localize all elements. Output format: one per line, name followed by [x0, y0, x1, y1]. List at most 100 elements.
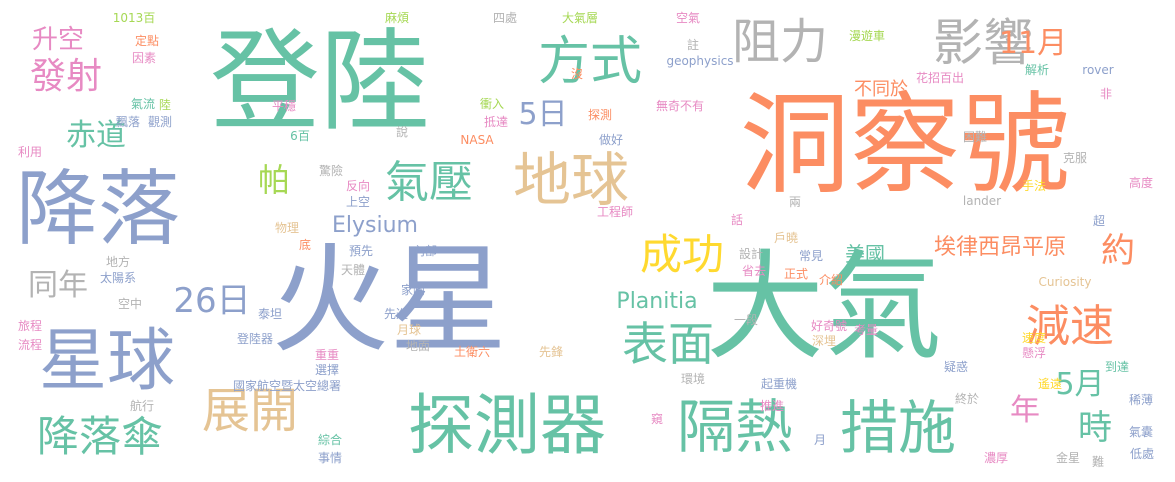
word-resistance: 阻力: [731, 14, 829, 70]
word-rover: rover: [1082, 63, 1114, 77]
word-pioneer: 先鋒: [538, 345, 564, 359]
word-liftoff: 升空: [31, 25, 85, 55]
word-trouble: 麻煩: [384, 11, 410, 25]
word-decelerate: 減速: [1026, 301, 1114, 352]
word-buried: 深埋: [811, 334, 837, 348]
word-one-section: 一段: [733, 313, 759, 327]
word-comprehensive: 綜合: [317, 433, 343, 447]
word-over-sky: 上空: [345, 195, 371, 209]
word-air: 空氣: [675, 11, 701, 25]
word-altitude: 高度: [1128, 176, 1154, 190]
word-thin: 稀薄: [1128, 393, 1154, 407]
word-finally: 終於: [954, 392, 980, 406]
word-airflow: 氣流: [130, 97, 156, 111]
word-earth: 地球: [512, 146, 630, 214]
word-atmosphere-layer: 大氣層: [561, 11, 599, 25]
word-year: 年: [1010, 393, 1040, 428]
word-propel: 推進: [759, 399, 785, 413]
word-arrive: 抵達: [483, 115, 509, 129]
word-land: 陸: [158, 98, 172, 112]
word-planitia: Planitia: [616, 289, 698, 314]
word-ready: 做好: [598, 133, 624, 147]
word-advanced: 先進: [383, 307, 409, 321]
word-descent: 降落: [15, 162, 181, 257]
word-600: 6百: [290, 129, 310, 143]
word-introduce: 介紹: [818, 273, 844, 287]
word-not: 非: [1099, 87, 1113, 101]
word-technique: 手法: [1021, 179, 1047, 193]
word-time: 時: [1078, 408, 1112, 448]
word-method: 方式: [537, 32, 643, 92]
word-equator: 赤道: [66, 118, 126, 153]
word-elysium: Elysium: [332, 213, 418, 238]
word-drift: 飄落: [115, 115, 141, 129]
word-physics: 物理: [274, 221, 300, 235]
word-usa: 美國: [845, 242, 885, 266]
word-ground: 地面: [405, 339, 431, 353]
word-influence: 影響: [933, 14, 1033, 72]
word-unlike: 不同於: [854, 79, 908, 100]
word-matter: 事情: [317, 451, 343, 465]
word-tricks: 花招百出: [915, 71, 965, 85]
word-geophysics: geophysics: [666, 54, 734, 68]
word-curiosity: Curiosity: [1038, 275, 1092, 289]
word-everywhere: 四處: [492, 11, 518, 25]
word-numerous: 重重: [314, 348, 340, 362]
word-november: 11月: [998, 26, 1068, 61]
word-celestial: 天體: [340, 263, 366, 277]
word-surface: 表面: [622, 317, 714, 371]
word-solar-system: 太陽系: [99, 271, 137, 285]
word-1013: 1013百: [112, 11, 156, 25]
word-landing: 登陸: [210, 18, 430, 146]
word-difficulty: 困難: [962, 130, 988, 144]
word-crane: 起重機: [760, 377, 798, 391]
word-lander: lander: [962, 194, 1002, 208]
word-omit: 省去: [741, 264, 767, 278]
word-insight: 洞察號: [740, 81, 1070, 209]
word-place: 地方: [105, 255, 131, 269]
word-overcome: 克服: [1062, 151, 1088, 165]
word-same-year: 同年: [28, 268, 88, 303]
word-use: 利用: [17, 145, 43, 159]
word-process: 流程: [17, 338, 43, 352]
word-steady: 平穩: [271, 99, 297, 113]
word-distant: 遙遠: [1037, 377, 1063, 391]
word-midair: 空中: [117, 297, 143, 311]
word-reach: 到達: [1104, 360, 1130, 374]
word-airbag: 氣囊: [1128, 425, 1154, 439]
word-parse: 解析: [1024, 63, 1050, 77]
word-in-advance: 預先: [348, 244, 374, 258]
word-navigate: 航行: [129, 399, 155, 413]
word-success: 成功: [639, 230, 725, 279]
word-nasa-zh: 國家航空暨太空總署: [232, 379, 342, 393]
word-pascal: 帕: [257, 161, 291, 199]
word-titan: 泰坦: [257, 307, 283, 321]
word-fixed-point: 定點: [134, 34, 160, 48]
word-titan-zh: 土衛六: [453, 345, 491, 359]
word-formal: 正式: [783, 267, 809, 281]
word-choose: 選擇: [314, 363, 340, 377]
word-environment: 環境: [680, 372, 706, 386]
word-curiosity-zh: 好奇號: [810, 319, 848, 333]
word-no: 沒: [570, 67, 584, 81]
word-note: 註: [686, 38, 700, 52]
word-pressure: 氣壓: [385, 157, 473, 208]
word-speech: 話: [730, 213, 744, 227]
word-rover-zh: 漫遊車: [848, 29, 886, 43]
word-observe: 觀測: [147, 115, 173, 129]
word-consider: 考量: [853, 323, 879, 337]
word-month: 月: [813, 433, 827, 447]
word-parachute: 降落傘: [36, 412, 164, 461]
word-household-2: 家喻: [400, 283, 426, 297]
word-household: 戶曉: [773, 231, 799, 245]
word-reverse: 反向: [345, 179, 371, 193]
word-speed: 速度: [1021, 331, 1047, 345]
word-elysium-planitia-zh: 埃律西昂平原: [933, 235, 1067, 260]
word-launch: 發射: [29, 56, 103, 97]
word-interior: 內部: [412, 244, 438, 258]
word-thick: 濃厚: [983, 451, 1009, 465]
word-journey: 旅程: [17, 319, 43, 333]
word-probe: 探測器: [408, 387, 606, 464]
word-thrilling: 驚險: [318, 164, 344, 178]
